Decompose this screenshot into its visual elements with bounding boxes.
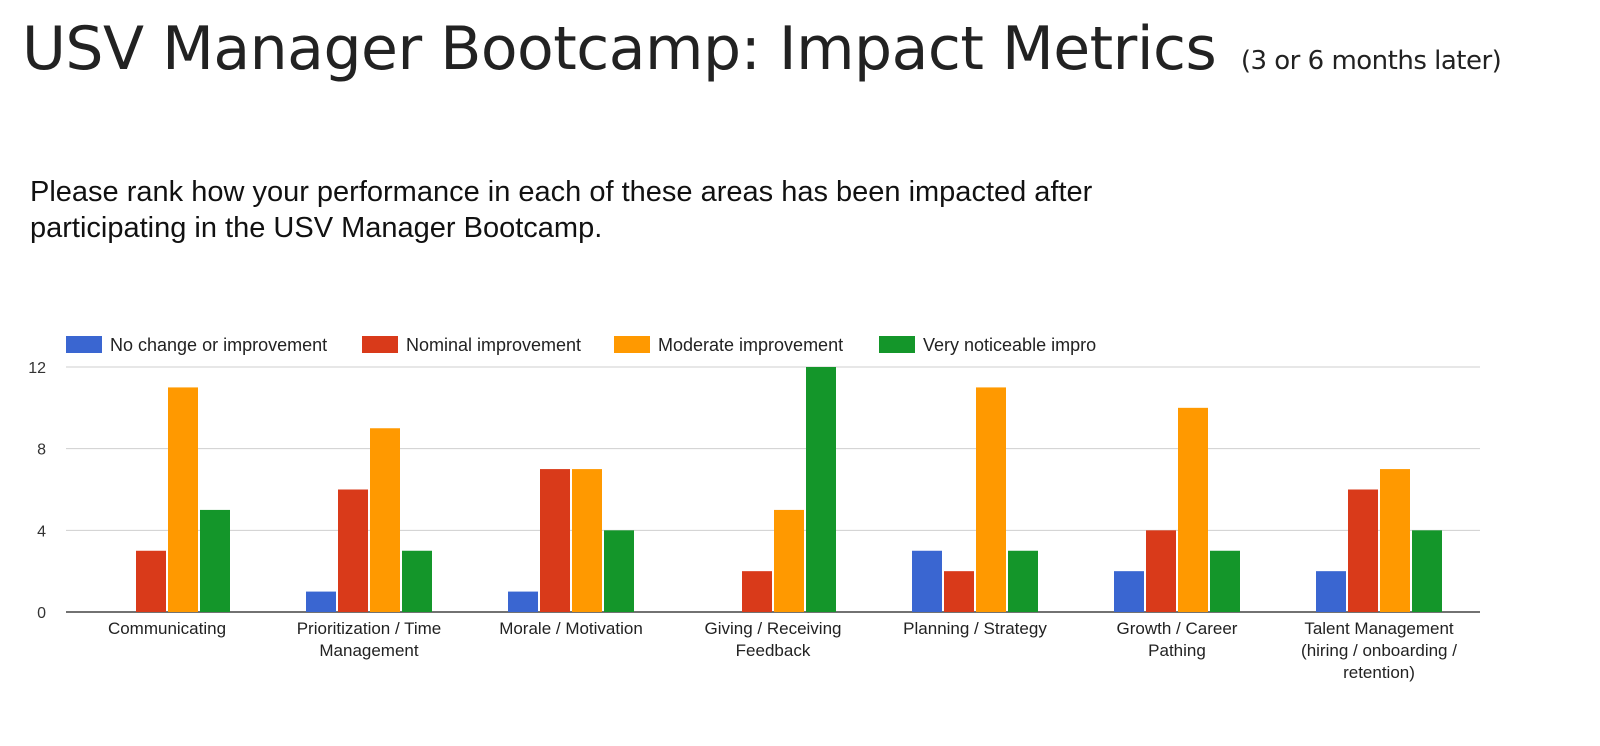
bar — [912, 550, 942, 612]
category-label: Talent Management — [1304, 619, 1454, 638]
legend-swatch — [66, 336, 102, 353]
bar — [370, 428, 400, 612]
page-title: USV Manager Bootcamp: Impact Metrics (3 … — [22, 14, 1502, 84]
bar — [1210, 550, 1240, 612]
bar — [1178, 407, 1208, 612]
bar — [742, 571, 772, 612]
category-label: Planning / Strategy — [903, 619, 1047, 638]
bar — [944, 571, 974, 612]
title-subtitle: (3 or 6 months later) — [1240, 46, 1502, 76]
bar — [168, 387, 198, 612]
category-label: Morale / Motivation — [499, 619, 643, 638]
category-label: Giving / Receiving — [704, 619, 841, 638]
bar — [540, 469, 570, 612]
y-tick-label: 8 — [37, 442, 46, 459]
category-label: Communicating — [108, 619, 226, 638]
bar — [774, 509, 804, 612]
title-main: USV Manager Bootcamp: Impact Metrics — [22, 14, 1217, 84]
bar — [1348, 489, 1378, 612]
bar — [1380, 469, 1410, 612]
category-label: Pathing — [1148, 641, 1206, 660]
category-label: (hiring / onboarding / — [1301, 641, 1457, 660]
legend-swatch — [362, 336, 398, 353]
y-tick-label: 4 — [37, 523, 46, 540]
legend-label: Very noticeable impro — [923, 335, 1096, 355]
bar — [976, 387, 1006, 612]
legend-label: Moderate improvement — [658, 335, 843, 355]
survey-question: Please rank how your performance in each… — [30, 176, 1093, 244]
bar — [306, 591, 336, 612]
bar — [572, 469, 602, 612]
legend-swatch — [879, 336, 915, 353]
bar — [1008, 550, 1038, 612]
category-label: Management — [319, 641, 419, 660]
legend-swatch — [614, 336, 650, 353]
bar — [1146, 530, 1176, 612]
y-tick-label: 0 — [37, 605, 46, 622]
category-label: retention) — [1343, 663, 1415, 682]
bar — [136, 550, 166, 612]
category-label: Prioritization / Time — [297, 619, 442, 638]
bar — [508, 591, 538, 612]
category-label: Feedback — [736, 641, 811, 660]
bar — [402, 550, 432, 612]
bar — [338, 489, 368, 612]
bar — [1316, 571, 1346, 612]
legend-label: No change or improvement — [110, 335, 327, 355]
legend-label: Nominal improvement — [406, 335, 581, 355]
category-label: Growth / Career — [1117, 619, 1238, 638]
bar — [1114, 571, 1144, 612]
bar — [806, 367, 836, 612]
bar — [200, 509, 230, 612]
bar — [604, 530, 634, 612]
bar — [1412, 530, 1442, 612]
y-tick-label: 12 — [28, 360, 46, 377]
